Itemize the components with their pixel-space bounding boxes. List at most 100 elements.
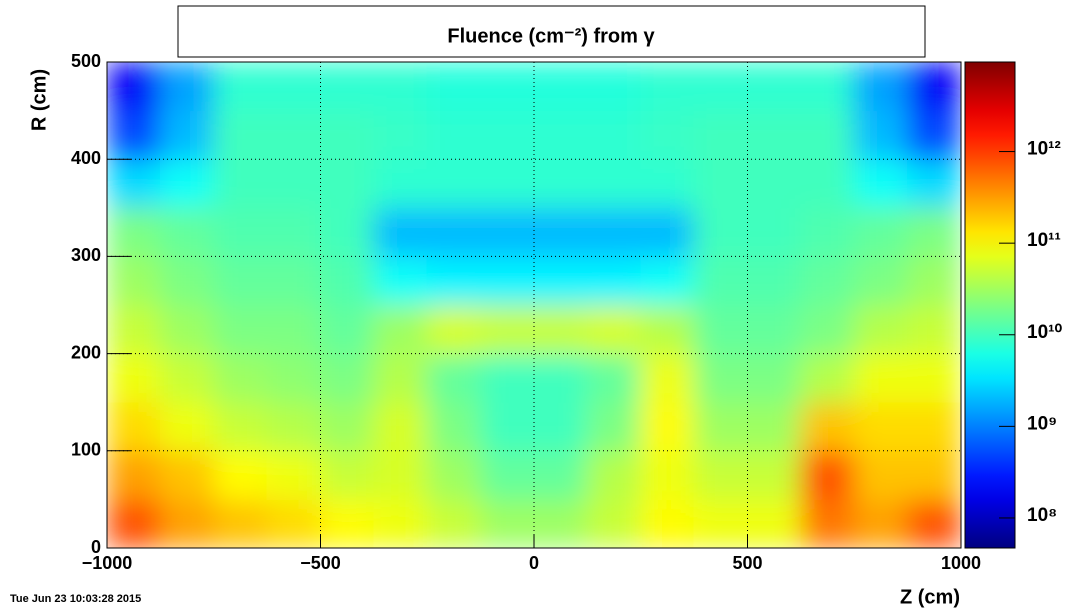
color-bar-tick-label: 10¹⁰ (1027, 322, 1062, 343)
x-axis-title: Z (cm) (900, 586, 960, 608)
heat-cell (800, 158, 855, 209)
heat-cell (853, 110, 909, 160)
heat-cell (747, 158, 802, 209)
heat-cell (586, 158, 642, 209)
heat-cell (747, 450, 802, 500)
heat-cell (800, 353, 855, 403)
heat-cell (800, 498, 855, 548)
heat-cell (800, 207, 855, 257)
heat-cell (907, 110, 961, 160)
heat-cell (693, 255, 748, 306)
heat-cell (373, 255, 428, 306)
heat-cell (107, 401, 161, 452)
heat-cell (533, 304, 588, 355)
heat-cell (800, 255, 855, 306)
heat-cell (320, 255, 375, 306)
heat-cell (426, 353, 482, 403)
x-tick-label: −1000 (82, 553, 133, 573)
heat-cell (533, 207, 588, 257)
heat-cell (426, 207, 482, 257)
heat-cell (373, 62, 428, 112)
heat-cell (266, 353, 321, 403)
heat-cell (266, 207, 321, 257)
heat-cell (480, 353, 535, 403)
heat-cell (480, 450, 535, 500)
heat-cell (320, 498, 375, 548)
heat-cell (426, 110, 482, 160)
heat-cell (853, 207, 909, 257)
heat-cell (266, 62, 321, 112)
y-tick-label: 300 (71, 245, 101, 265)
heat-cell (693, 158, 748, 209)
heat-cell (159, 353, 215, 403)
heat-cell (747, 62, 802, 112)
heat-cell (693, 401, 748, 452)
y-axis-title: R (cm) (28, 69, 50, 131)
heat-cell (373, 304, 428, 355)
heat-cell (426, 158, 482, 209)
heat-cell (107, 304, 161, 355)
heat-cell (693, 110, 748, 160)
heat-cell (266, 110, 321, 160)
heat-cell (426, 498, 482, 548)
heat-cell (800, 62, 855, 112)
heat-cell (533, 110, 588, 160)
heat-cell (373, 110, 428, 160)
heat-cell (586, 62, 642, 112)
heat-cell (693, 62, 748, 112)
heat-cell (853, 498, 909, 548)
heat-cell (693, 353, 748, 403)
heat-cell (747, 255, 802, 306)
heat-cell (266, 401, 321, 452)
y-tick-label: 200 (71, 342, 101, 362)
x-tick-label: −500 (300, 553, 341, 573)
heat-cell (159, 255, 215, 306)
heat-cell (640, 304, 695, 355)
heat-cell (907, 450, 961, 500)
heat-cell (640, 62, 695, 112)
heat-cell (533, 255, 588, 306)
heat-cell (213, 110, 268, 160)
heat-cell (853, 62, 909, 112)
heat-cell (907, 158, 961, 209)
heat-cell (640, 450, 695, 500)
heat-cell (853, 304, 909, 355)
heat-cell (800, 110, 855, 160)
heat-cell (853, 450, 909, 500)
heatmap (107, 62, 961, 548)
heat-cell (907, 304, 961, 355)
heat-cell (853, 158, 909, 209)
heat-cell (107, 255, 161, 306)
heat-cell (266, 255, 321, 306)
y-tick-label: 0 (91, 537, 101, 557)
heat-cell (480, 62, 535, 112)
heat-cell (480, 498, 535, 548)
heat-cell (586, 498, 642, 548)
heat-cell (533, 353, 588, 403)
heat-cell (213, 498, 268, 548)
heat-cell (640, 401, 695, 452)
color-bar-tick-label: 10⁸ (1027, 505, 1057, 526)
heat-cell (693, 304, 748, 355)
heat-cell (586, 304, 642, 355)
heat-cell (320, 62, 375, 112)
heat-cell (426, 304, 482, 355)
heat-cell (213, 450, 268, 500)
color-bar (964, 61, 1016, 549)
heat-cell (213, 207, 268, 257)
heat-cell (373, 158, 428, 209)
heat-cell (640, 110, 695, 160)
heat-cell (480, 401, 535, 452)
heat-cell (480, 207, 535, 257)
heat-cell (213, 353, 268, 403)
heat-cell (640, 207, 695, 257)
heat-cell (533, 62, 588, 112)
chart-title: Fluence (cm⁻²) from γ (447, 25, 655, 47)
y-tick-label: 400 (71, 148, 101, 168)
heat-cell (640, 353, 695, 403)
heat-cell (747, 207, 802, 257)
title-box (177, 5, 926, 58)
heat-cell (426, 401, 482, 452)
heat-cell (693, 498, 748, 548)
heat-cell (747, 304, 802, 355)
